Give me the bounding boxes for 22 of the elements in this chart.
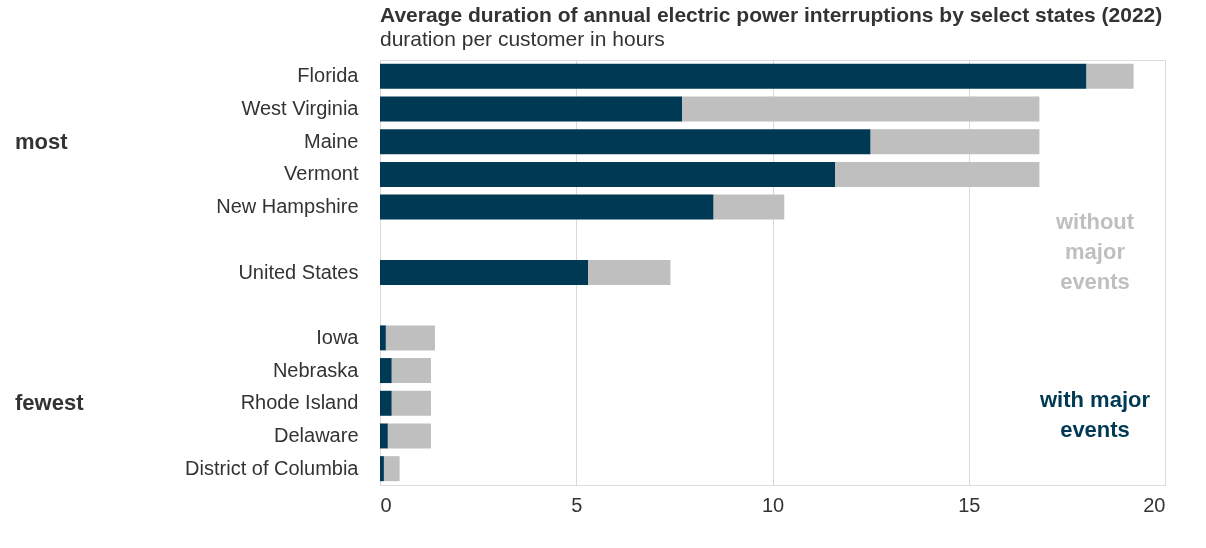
y-tick-label: United States [238,260,359,283]
y-tick-label: New Hampshire [216,195,359,218]
series-label: without major events [1054,208,1135,294]
chart-title: Average duration of annual electric power interruptions by select states (2022) [380,3,1163,26]
x-tick-label: 10 [761,493,785,516]
y-tick-label: Vermont [284,162,359,185]
y-tick-label: District of Columbia [185,456,360,479]
x-tick-label: 0 [380,493,392,516]
chart-subtitle: duration per customer in hours [380,27,665,50]
y-tick-label: Iowa [316,325,360,348]
x-tick-label: 15 [958,493,981,516]
y-tick-label: Delaware [274,423,359,446]
x-tick-label: 5 [571,493,583,516]
text: fewest [15,390,85,416]
text: with major events [1038,387,1151,442]
y-tick-label: West Virginia [241,97,360,120]
x-tick-label: 20 [1143,493,1166,516]
y-tick-label: Florida [297,64,360,87]
y-tick-label: Nebraska [272,358,360,381]
y-tick-label: Rhode Island [240,391,359,414]
text: most [15,128,69,154]
y-tick-label: Maine [304,129,359,152]
